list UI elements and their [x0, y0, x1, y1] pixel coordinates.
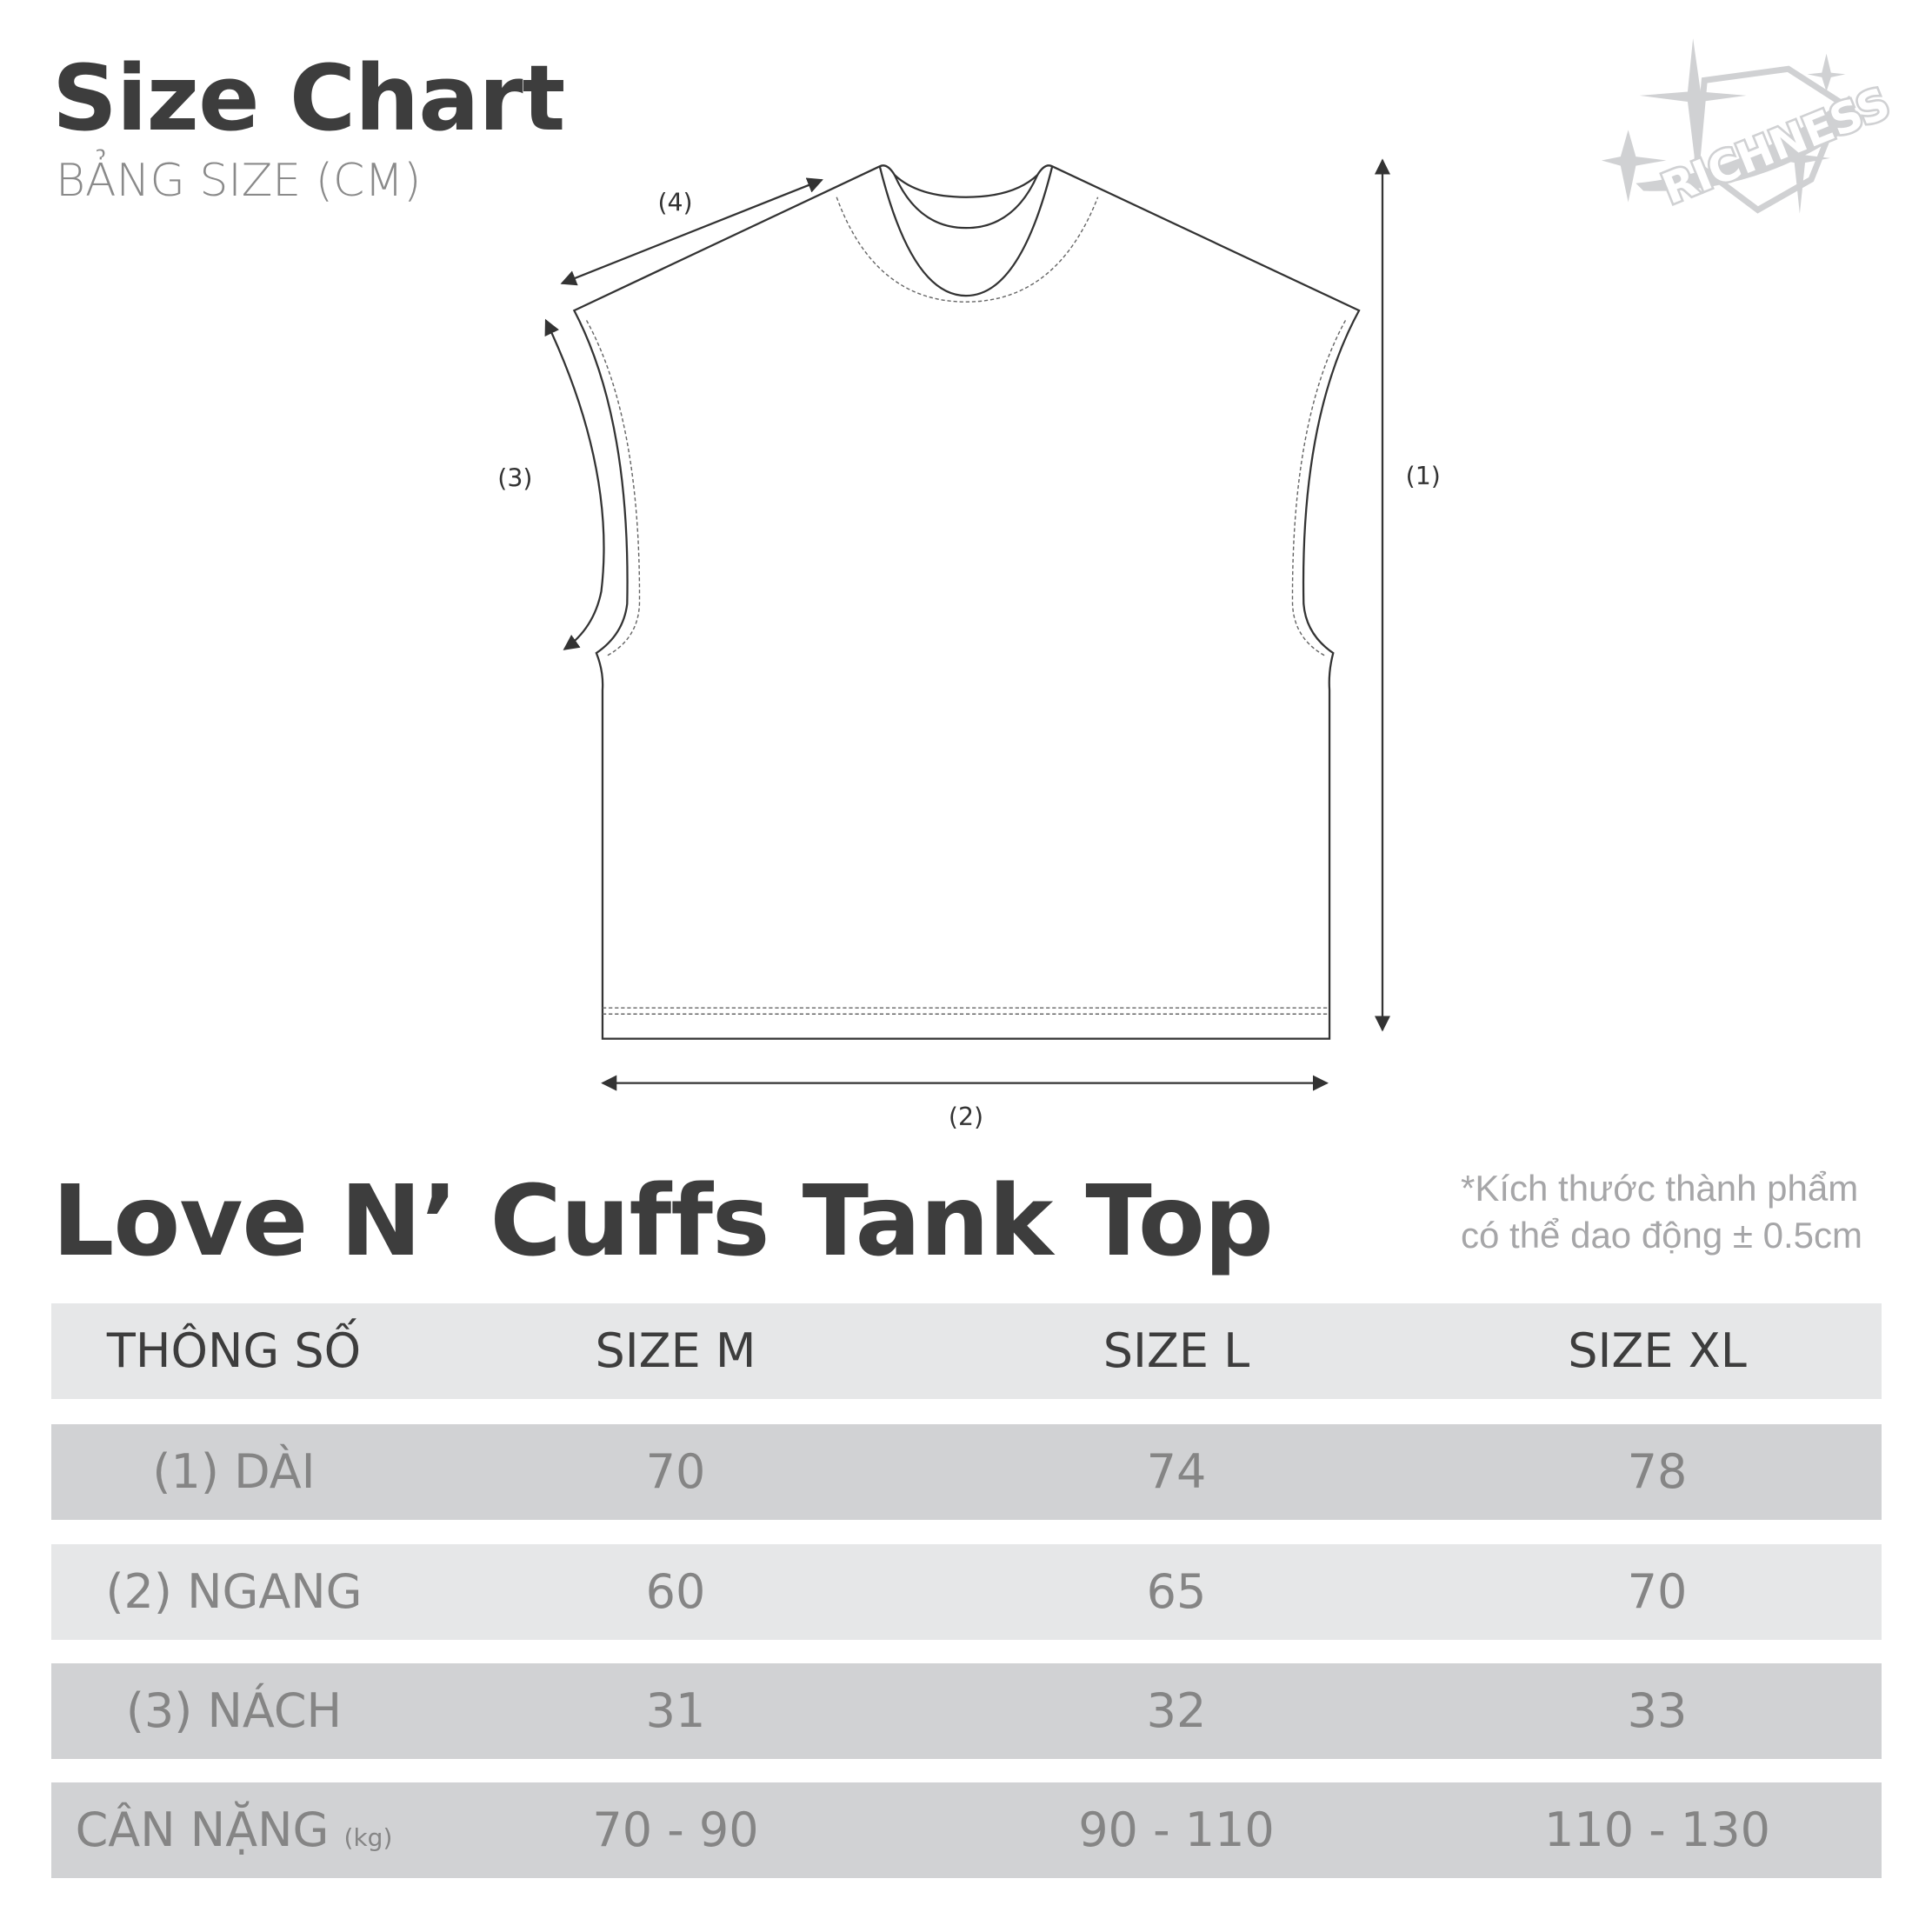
shoulder-label: (4)	[657, 188, 692, 217]
table-cell: 33	[1627, 1683, 1688, 1738]
table-cell: 70	[645, 1444, 706, 1499]
table-cell: 70	[1627, 1564, 1688, 1619]
column-header: SIZE M	[595, 1323, 756, 1378]
product-title: Love N’ Cuffs Tank Top	[52, 1165, 1274, 1278]
page-title: Size Chart	[52, 45, 565, 151]
row-label: (2) NGANG	[105, 1564, 363, 1619]
table-cell: 110 - 130	[1544, 1802, 1770, 1857]
table-cell: 32	[1146, 1683, 1207, 1738]
table-row: (1) DÀI 70 74 78	[51, 1424, 1882, 1520]
armhole-arrow	[544, 318, 605, 650]
table-cell: 74	[1146, 1444, 1207, 1499]
note-line-2: có thể dao động ± 0.5cm	[1461, 1215, 1863, 1256]
table-cell: 78	[1627, 1444, 1688, 1499]
note-line-1: *Kích thước thành phẩm	[1461, 1168, 1859, 1209]
row-label: (1) DÀI	[152, 1444, 316, 1499]
tolerance-note: *Kích thước thành phẩm có thể dao động ±…	[1461, 1165, 1862, 1259]
table-cell: 90 - 110	[1078, 1802, 1275, 1857]
table-row: CÂN NẶNG (kg) 70 - 90 90 - 110 110 - 130	[51, 1782, 1882, 1878]
shirt-outline	[572, 164, 1361, 1040]
shoulder-arrow	[560, 177, 823, 286]
row-label: CÂN NẶNG (kg)	[0, 1782, 477, 1878]
table-cell: 70 - 90	[592, 1802, 759, 1857]
table-cell: 31	[645, 1683, 706, 1738]
stitching	[585, 197, 1347, 1015]
table-row: (2) NGANG 60 65 70	[51, 1544, 1882, 1640]
column-header: THÔNG SỐ	[106, 1323, 362, 1378]
width-label: (2)	[949, 1103, 983, 1131]
column-header: SIZE XL	[1568, 1323, 1747, 1378]
row-label-unit: (kg)	[343, 1823, 393, 1852]
row-label-text: CÂN NẶNG	[75, 1802, 330, 1857]
table-row: (3) NÁCH 31 32 33	[51, 1663, 1882, 1759]
armhole-label: (3)	[497, 464, 532, 493]
table-header-row: THÔNG SỐ SIZE M SIZE L SIZE XL	[51, 1303, 1882, 1399]
row-label: (3) NÁCH	[125, 1683, 343, 1738]
length-label: (1)	[1406, 462, 1441, 490]
page-subtitle: BẢNG SIZE (CM)	[56, 155, 422, 207]
richness-logo: RICHNESS	[1601, 38, 1899, 217]
table-cell: 60	[645, 1564, 706, 1619]
table-cell: 65	[1146, 1564, 1207, 1619]
column-header: SIZE L	[1103, 1323, 1250, 1378]
